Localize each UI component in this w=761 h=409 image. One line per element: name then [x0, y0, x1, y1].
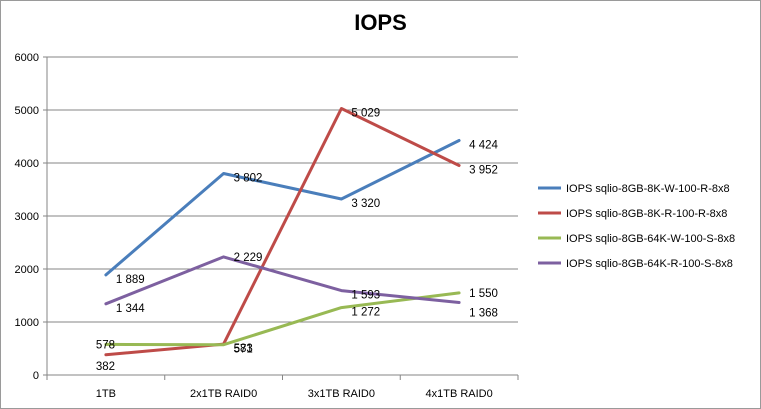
y-tick-label: 2000: [15, 264, 39, 276]
series-line: [104, 139, 461, 277]
legend-entry: IOPS sqlio-8GB-64K-R-100-S-8x8: [566, 258, 733, 270]
x-tick-label: 1TB: [96, 388, 116, 400]
x-tick-label: 3x1TB RAID0: [308, 388, 375, 400]
data-label: 3 952: [469, 165, 498, 177]
x-tick-label: 4x1TB RAID0: [426, 388, 493, 400]
series-line: [104, 255, 461, 306]
data-label: 1 368: [469, 307, 498, 319]
y-tick-label: 4000: [15, 158, 39, 170]
legend-entry: IOPS sqlio-8GB-8K-R-100-R-8x8: [566, 208, 727, 220]
x-axis-ticks: 1TB 2x1TB RAID0 3x1TB RAID0 4x1TB RAID0: [96, 388, 493, 400]
y-tick-label: 6000: [15, 52, 39, 64]
data-label: 1 889: [116, 274, 145, 286]
chart-title: IOPS: [354, 10, 407, 35]
series-line: [104, 107, 461, 357]
gridlines: [43, 56, 519, 380]
data-label: 571: [234, 344, 253, 356]
legend: IOPS sqlio-8GB-8K-W-100-R-8x8 IOPS sqlio-…: [538, 183, 735, 270]
data-label: 1 593: [351, 290, 380, 302]
data-label: 1 272: [351, 307, 380, 319]
y-tick-label: 5000: [15, 105, 39, 117]
y-axis-ticks: 0 1000 2000 3000 4000 5000 6000: [15, 52, 39, 382]
x-tick-label: 2x1TB RAID0: [190, 388, 257, 400]
data-labels: 1 889 3 802 3 320 4 424 382 583 5 029 3 952 578 5…: [96, 107, 499, 372]
data-label: 2 229: [234, 252, 263, 264]
data-label: 1 344: [116, 303, 145, 315]
y-tick-label: 0: [33, 370, 39, 382]
legend-entry: IOPS sqlio-8GB-8K-W-100-R-8x8: [566, 183, 730, 195]
data-label: 3 320: [351, 198, 380, 210]
legend-entry: IOPS sqlio-8GB-64K-W-100-S-8x8: [566, 233, 735, 245]
data-label: 382: [96, 361, 115, 373]
data-label: 1 550: [469, 288, 498, 300]
series-line: [104, 291, 461, 347]
y-tick-label: 1000: [15, 317, 39, 329]
y-tick-label: 3000: [15, 211, 39, 223]
data-label: 583: [234, 343, 253, 355]
data-label: 3 802: [234, 172, 263, 184]
data-label: 4 424: [469, 140, 498, 152]
series-lines: [104, 107, 461, 357]
data-label: 5 029: [351, 107, 380, 119]
data-label: 578: [96, 339, 115, 351]
